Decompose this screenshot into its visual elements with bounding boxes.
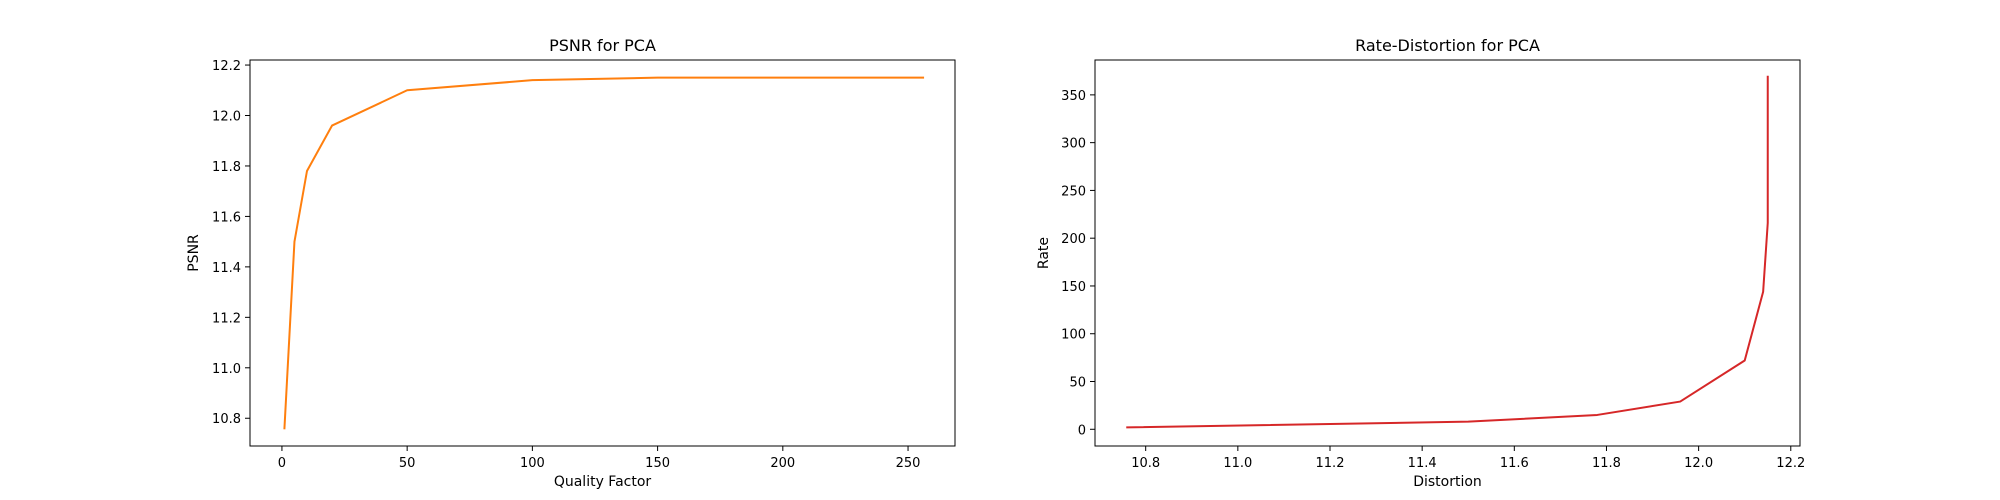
rate-distortion-x-tick-label: 11.6: [1500, 456, 1529, 471]
rate-distortion-chart-title: Rate-Distortion for PCA: [1355, 36, 1540, 55]
rate-distortion-x-tick-label: 11.4: [1408, 456, 1437, 471]
rate-distortion-y-tick-label: 200: [1061, 232, 1086, 247]
psnr-x-tick-label: 200: [770, 456, 795, 471]
rate-distortion-y-tick-label: 300: [1061, 137, 1086, 152]
psnr-x-axis-label: Quality Factor: [554, 474, 652, 490]
psnr-x-tick-label: 0: [278, 456, 286, 471]
rate-distortion-x-tick-label: 11.8: [1592, 456, 1621, 471]
rate-distortion-x-tick-label: 10.8: [1131, 456, 1160, 471]
psnr-axes-frame: [249, 59, 956, 447]
psnr-y-tick-label: 11.2: [212, 311, 241, 326]
rate-distortion-y-tick-label: 50: [1069, 376, 1086, 391]
rate-distortion-y-tick-label: 350: [1061, 89, 1086, 104]
psnr-x-tick-label: 100: [520, 456, 545, 471]
psnr-chart-title: PSNR for PCA: [549, 36, 656, 55]
rate-distortion-chart: 10.8 11.0 11.2 11.4 11.6 11.8 12.0 12.2 0 50 100 15…: [1036, 36, 1805, 490]
psnr-y-tick-label: 11.8: [212, 160, 241, 175]
rate-distortion-x-tick-label: 11.0: [1223, 456, 1252, 471]
psnr-y-tick-label: 12.2: [212, 59, 241, 74]
rate-distortion-y-tick-label: 250: [1061, 184, 1086, 199]
rate-distortion-x-tick-label: 12.2: [1776, 456, 1805, 471]
rate-distortion-series-line: [1126, 75, 1769, 429]
psnr-x-tick-label: 50: [399, 456, 416, 471]
psnr-y-tick-label: 10.8: [212, 412, 241, 427]
rate-distortion-y-tick-label: 150: [1061, 280, 1086, 295]
rate-distortion-x-tick-label: 11.2: [1316, 456, 1345, 471]
rate-distortion-y-tick-label: 100: [1061, 328, 1086, 343]
rate-distortion-axes-frame: [1094, 59, 1801, 447]
psnr-x-tick-label: 150: [645, 456, 670, 471]
rate-distortion-x-axis-label: Distortion: [1413, 474, 1482, 490]
psnr-y-axis-label: PSNR: [186, 234, 202, 272]
rate-distortion-y-tick-label: 0: [1078, 423, 1086, 438]
psnr-x-tick-label: 250: [896, 456, 921, 471]
rate-distortion-x-tick-label: 12.0: [1684, 456, 1713, 471]
psnr-y-tick-label: 11.6: [212, 210, 241, 225]
rate-distortion-y-axis-label: Rate: [1036, 237, 1052, 269]
psnr-series-line: [283, 76, 925, 430]
psnr-y-tick-label: 11.0: [212, 362, 241, 377]
psnr-chart: 0 50 100 150 200 250 10.8 11.0 11.2 11.4 11.6 11.8 1…: [186, 36, 956, 490]
psnr-y-tick-label: 11.4: [212, 261, 241, 276]
psnr-y-tick-label: 12.0: [212, 110, 241, 125]
